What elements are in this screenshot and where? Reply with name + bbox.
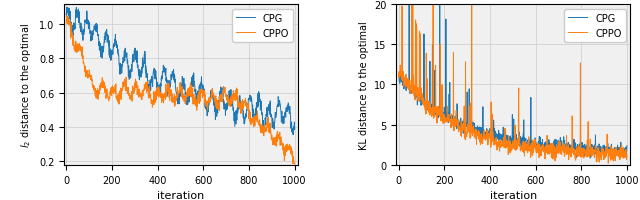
CPPO bbox=[77, 47, 84, 49]
Line: CPPO: CPPO bbox=[67, 17, 294, 164]
CPPO bbox=[289, 163, 296, 165]
CPG bbox=[597, 155, 605, 157]
CPG bbox=[109, 54, 116, 56]
CPPO bbox=[63, 15, 70, 18]
CPPO bbox=[109, 89, 116, 91]
CPG bbox=[64, 7, 72, 9]
CPPO bbox=[408, 4, 416, 6]
CPG bbox=[280, 118, 287, 120]
Legend: CPG, CPPO: CPG, CPPO bbox=[232, 10, 293, 42]
CPPO bbox=[409, 4, 417, 6]
Y-axis label: $l_2$ distance to the optimal: $l_2$ distance to the optimal bbox=[19, 23, 33, 147]
CPPO bbox=[581, 152, 589, 155]
CPPO bbox=[63, 23, 70, 25]
CPPO bbox=[612, 147, 620, 149]
CPG bbox=[581, 149, 589, 152]
CPG bbox=[405, 4, 413, 6]
CPG bbox=[63, 13, 70, 15]
CPPO bbox=[623, 154, 631, 156]
CPPO bbox=[280, 153, 287, 156]
CPG bbox=[290, 134, 298, 136]
CPG bbox=[612, 150, 620, 153]
CPPO bbox=[395, 71, 403, 74]
CPPO bbox=[442, 116, 449, 119]
Line: CPPO: CPPO bbox=[399, 5, 627, 163]
Line: CPG: CPG bbox=[399, 5, 627, 162]
CPPO bbox=[291, 163, 298, 165]
X-axis label: iteration: iteration bbox=[490, 190, 537, 200]
CPG bbox=[409, 92, 417, 95]
X-axis label: iteration: iteration bbox=[157, 190, 205, 200]
CPG bbox=[249, 116, 257, 119]
CPG bbox=[264, 109, 272, 112]
CPG bbox=[593, 161, 600, 163]
CPPO bbox=[573, 146, 580, 148]
CPG bbox=[623, 145, 631, 147]
CPPO bbox=[241, 102, 248, 104]
CPG bbox=[573, 156, 580, 159]
CPG bbox=[442, 113, 449, 116]
CPPO bbox=[604, 162, 612, 165]
CPG bbox=[241, 118, 248, 120]
CPG bbox=[291, 128, 298, 131]
Y-axis label: KL distance to the optimal: KL distance to the optimal bbox=[358, 21, 369, 149]
CPG bbox=[77, 27, 84, 29]
Legend: CPG, CPPO: CPG, CPPO bbox=[564, 10, 625, 42]
CPG bbox=[395, 76, 403, 78]
CPPO bbox=[597, 153, 605, 156]
Line: CPG: CPG bbox=[67, 8, 294, 135]
CPPO bbox=[249, 120, 257, 122]
CPPO bbox=[264, 131, 272, 133]
